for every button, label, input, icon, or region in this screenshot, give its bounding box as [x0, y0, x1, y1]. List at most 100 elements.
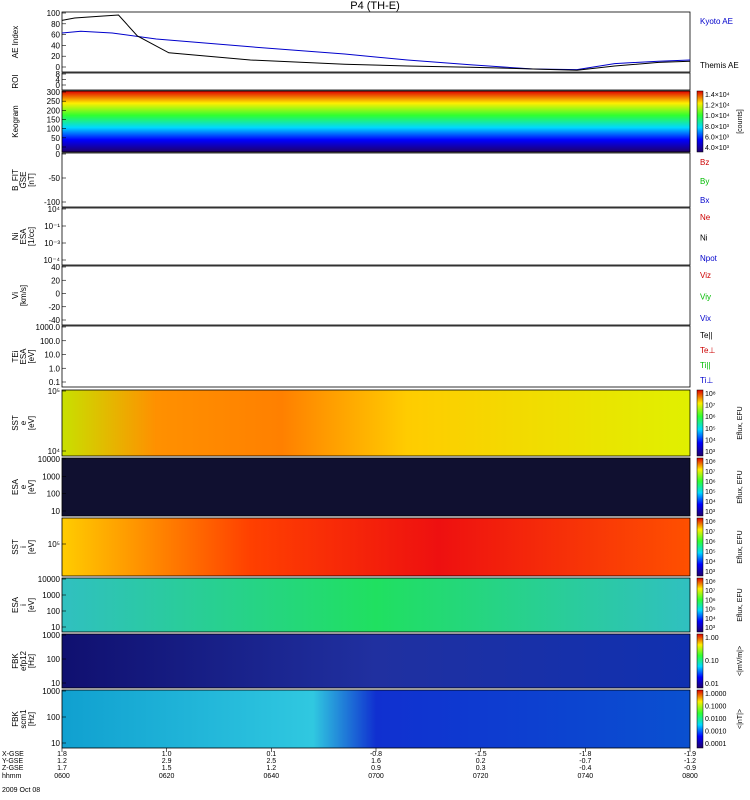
panel-10-ylabel: ESAi[eV] [11, 596, 36, 613]
panel-12-colorbar-tick: 0.0010 [705, 729, 727, 736]
panel-5-legend-2: Vix [700, 314, 711, 323]
efu-colorbar-tick: 10⁶ [705, 479, 716, 486]
ephemeris-z-value: 1.5 [162, 765, 172, 772]
efu-colorbar-tick: 10³ [705, 509, 716, 516]
efu-colorbar-tick: 10⁴ [705, 559, 716, 566]
panel-12-colorbar-tick: 0.0001 [705, 741, 727, 748]
panel-5-frame [61, 265, 691, 326]
efu-colorbar-tick: 10⁷ [705, 529, 716, 536]
ephemeris-t-value: 0640 [264, 773, 280, 780]
efu-colorbar-tick: 10⁷ [705, 403, 716, 410]
panel-11-colorbar-tick: 0.10 [705, 658, 719, 665]
panel-0-ytick-label: 100 [47, 9, 61, 18]
panel-9-spectrogram [62, 518, 690, 576]
efu-colorbar-tick: 10³ [705, 625, 716, 632]
panel-4-frame [61, 207, 691, 266]
panel-2-ytick-label: 0 [56, 143, 61, 152]
efu-colorbar-10 [696, 577, 704, 633]
panel-0-ylabel: AE Index [11, 26, 20, 58]
panel-2-frame [61, 90, 691, 153]
ephemeris-t-value: 0600 [54, 773, 70, 780]
ephemeris-z-value: -0.9 [684, 765, 696, 772]
panel-1-frame [61, 72, 691, 91]
panel-2-colorbar-tick: 1.2×10⁴ [705, 103, 730, 110]
panel-4-legend-2: Npot [700, 254, 718, 263]
ephemeris-x-value: 1.8 [57, 751, 67, 758]
panel-2-colorbar-tick: 8.0×10³ [705, 124, 730, 131]
ephemeris-t-value: 0740 [578, 773, 594, 780]
panel-8-frame [61, 457, 691, 517]
panel-0-ytick-label: 20 [51, 52, 60, 61]
efu-colorbar-tick: 10⁶ [705, 597, 716, 604]
panel-2-ylabel: Keogram [11, 105, 20, 138]
panel-7-frame [61, 389, 691, 457]
efu-colorbar-tick: 10⁸ [705, 519, 716, 526]
ephemeris-z-value: 0.9 [371, 765, 381, 772]
efu-colorbar-tick: 10⁴ [705, 616, 716, 623]
efu-colorbar-label: Eflux, EFU [737, 530, 744, 563]
panel-1-ytick-label: 4 [56, 76, 61, 85]
ephemeris-y-value: 1.2 [57, 758, 67, 765]
ephemeris-t-value: 0620 [159, 773, 175, 780]
ephemeris-row-label: Y-GSE [2, 758, 23, 765]
panel-6-legend-1: Te⊥ [700, 346, 715, 355]
panel-10-ytick-label: 10 [51, 623, 60, 632]
panel-12-colorbar-tick: 1.0000 [705, 691, 727, 698]
panel-2-colorbar-tick: 4.0×10³ [705, 145, 730, 152]
panel-11-spectrogram [62, 634, 690, 688]
panel-11-ylabel: FBKefp12[Hz] [11, 650, 36, 671]
panel-3-legend-1: By [700, 177, 709, 186]
panel-0-frame [61, 11, 691, 73]
panel-2-ytick-label: 100 [47, 125, 61, 134]
panel-0-legend-1: Themis AE [700, 61, 739, 70]
panel-8-ytick-label: 100 [47, 490, 61, 499]
panel-9-frame [61, 517, 691, 577]
ephemeris-x-value: 1.0 [162, 751, 172, 758]
panel-2-colorbar-tick: 1.4×10⁴ [705, 92, 730, 99]
series-kyoto-ae [61, 30, 691, 71]
series-themis-ae [61, 14, 691, 71]
panel-3-ytick-label: -50 [48, 174, 60, 183]
ephemeris-y-value: 2.9 [162, 758, 172, 765]
panel-2-spectrogram [62, 91, 690, 152]
panel-11-frame [61, 633, 691, 689]
ephemeris-z-value: 0.3 [476, 765, 486, 772]
panel-7-ytick-label: 10⁵ [48, 387, 60, 396]
panel-2-ytick-label: 50 [51, 134, 60, 143]
plot-title: P4 (TH-E) [350, 0, 400, 12]
efu-colorbar-tick: 10⁸ [705, 391, 716, 398]
panel-7-ylabel: SSTe[eV] [11, 415, 36, 431]
efu-colorbar-label: Eflux, EFU [737, 406, 744, 439]
panel-12-ylabel: FBKscm1[Hz] [11, 709, 36, 729]
panel-1-ylabel: ROI [11, 74, 20, 88]
panel-1-ytick-label: 0 [56, 81, 61, 90]
panel-10-spectrogram [62, 578, 690, 632]
efu-colorbar-label: Eflux, EFU [737, 470, 744, 503]
ephemeris-y-value: -1.2 [684, 758, 696, 765]
panel-0-ytick-label: 80 [51, 20, 60, 29]
panel-12-ytick-label: 100 [47, 713, 61, 722]
panel-5-ytick-label: 20 [51, 276, 60, 285]
panel-6-legend-0: Te|| [700, 331, 713, 340]
efu-colorbar-tick: 10⁶ [705, 539, 716, 546]
panel-4-legend-1: Ni [700, 234, 708, 243]
panel-4-legend-0: Ne [700, 213, 711, 222]
panel-11-ytick-label: 10 [51, 679, 60, 688]
panel-6-ytick-label: 1.0 [49, 364, 61, 373]
panel-2-colorbar-tick: 1.0×10⁴ [705, 113, 730, 120]
panel-6-ytick-label: 0.1 [49, 378, 61, 387]
efu-colorbar-tick: 10⁷ [705, 588, 716, 595]
panel-6-frame [61, 325, 691, 388]
panel-4-ylabel: NiESA[1/cc] [11, 227, 36, 246]
efu-colorbar-tick: 10⁸ [705, 579, 716, 586]
ephemeris-z-value: 1.7 [57, 765, 67, 772]
panel-6-ytick-label: 10.0 [44, 351, 60, 360]
ephemeris-t-value: 0800 [682, 773, 698, 780]
panel-2-ytick-label: 150 [47, 116, 61, 125]
panel-5-ytick-label: -20 [48, 303, 60, 312]
panel-11-ytick-label: 100 [47, 655, 61, 664]
efu-colorbar-8 [696, 457, 704, 517]
panel-10-frame [61, 577, 691, 633]
